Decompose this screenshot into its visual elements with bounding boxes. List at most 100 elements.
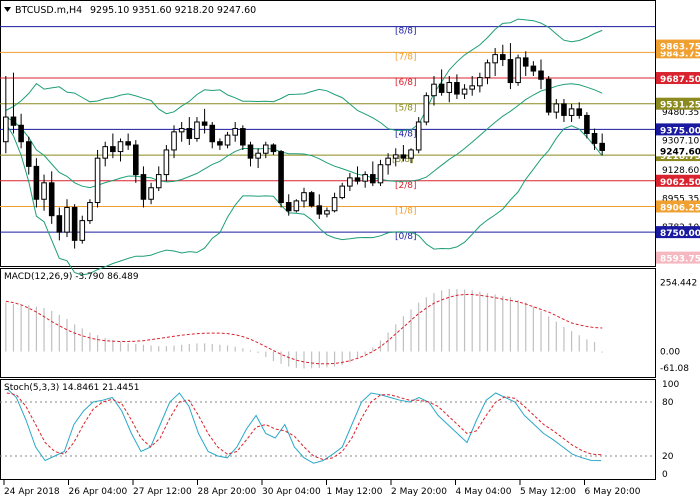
candle-body [293,200,300,212]
current-price-tag: 9247.60 [660,147,700,157]
stoch-tick-label: 20 [662,452,674,462]
candle-body [285,202,292,212]
candle-body [522,57,529,67]
macd-tick-label: 0.00 [660,348,680,358]
candle-body [324,210,330,215]
murrey-label-3: [5/8] [395,104,417,114]
candle-body [87,202,93,222]
candle-body [79,220,86,241]
candle-body [423,95,430,123]
candle-body [599,142,605,151]
top-price-tag: 9863.75 [660,43,700,53]
candle-body [499,54,506,61]
candle-body [155,174,162,189]
murrey-price-tag-8-bg [656,226,700,239]
murrey-price-tag-6: 9062.50 [660,178,700,188]
candle-body [316,205,323,215]
top-price-tag-bg [656,39,700,52]
candle-body [148,187,154,200]
stoch-tick-label: 100 [662,380,679,390]
candle-body [308,192,315,207]
macd-signal-line [5,294,603,365]
stoch-panel-frame [0,379,656,480]
time-tick-label: 26 Apr 04:00 [69,487,128,497]
candle-body [515,57,521,84]
candle-body [507,59,514,84]
murrey-label-6: [2/8] [395,181,417,191]
candle-body [110,146,116,153]
time-tick-label: 28 Apr 20:00 [198,487,257,497]
candle-body [64,206,70,233]
murrey-price-tag-7-bg [656,200,700,213]
murrey-label-4: [4/8] [395,129,417,139]
candle-body [545,78,552,113]
time-tick-label: 2 May 20:00 [391,487,447,497]
stoch-main-line [6,388,602,464]
candle-body [392,154,399,159]
murrey-label-8: [0/8] [395,232,417,242]
candle-body [553,103,560,113]
murrey-price-tag-6-bg [656,174,700,187]
candle-body [217,141,223,146]
candle-body [133,144,139,176]
candle-body [408,149,414,159]
symbol-label: BTCUSD.m,H4 [15,5,82,16]
candle-body [370,174,376,184]
candle-body [438,83,445,93]
candle-body [163,149,170,176]
price-tick-label: 8955.35 [662,194,699,204]
candle-body [301,192,307,202]
candle-body [354,177,361,182]
candle-body [469,85,475,90]
candle-body [270,144,277,153]
candle-body [224,134,231,146]
candle-body [484,62,491,79]
stoch-tick-label: 0 [662,470,668,480]
murrey-price-tag-7: 8906.25 [660,203,700,213]
candle-body [102,146,109,159]
stoch-label: Stoch(5,3,3) 14.8461 21.4451 [4,383,139,393]
murrey-price-tag-2: 9687.50 [660,75,700,85]
candle-body [492,54,498,64]
murrey-price-tag-4: 9375.00 [660,126,700,136]
price-tick-label: 9307.10 [662,137,699,147]
murrey-price-tag-8: 8750.00 [660,229,700,239]
candle-body [339,185,346,199]
candle-body [201,121,208,126]
candle-body [278,151,284,204]
symbol-dropdown-icon[interactable] [4,7,11,12]
candle-body [71,206,78,241]
candle-body [178,128,185,133]
murrey-price-tag-1: 9843.75 [660,49,700,59]
current-price-tag-bg [656,144,700,157]
candle-body [362,174,368,182]
candle-body [584,114,590,134]
candle-body [446,82,453,93]
murrey-price-tag-3: 9531.25 [660,101,700,111]
candle-body [209,124,216,143]
macd-label: MACD(12,26,9) -3.790 86.489 [4,272,139,282]
candle-body [431,83,437,97]
murrey-label-7: [1/8] [395,206,417,216]
candle-body [247,144,254,159]
candle-body [262,144,269,154]
candle-body [454,82,460,95]
stoch-signal-line [6,392,602,461]
candle-body [255,152,261,159]
candle-body [530,65,537,72]
time-tick-label: 6 May 20:00 [585,487,641,497]
murrey-label-2: [6/8] [395,78,417,88]
price-tick-label: 9480.35 [662,108,699,118]
time-tick-label: 1 May 12:00 [327,487,383,497]
candle-body [232,128,238,136]
candle-body [117,141,124,153]
bottom-price-tag: 8593.75 [660,255,700,265]
candle-body [33,165,40,200]
bollinger-middle-line [5,83,603,189]
time-tick-label: 24 Apr 2018 [4,487,60,497]
murrey-label-1: [7/8] [395,52,417,62]
candle-body [18,124,24,143]
time-tick-label: 5 May 12:00 [520,487,576,497]
murrey-price-tag-4-bg [656,123,700,136]
